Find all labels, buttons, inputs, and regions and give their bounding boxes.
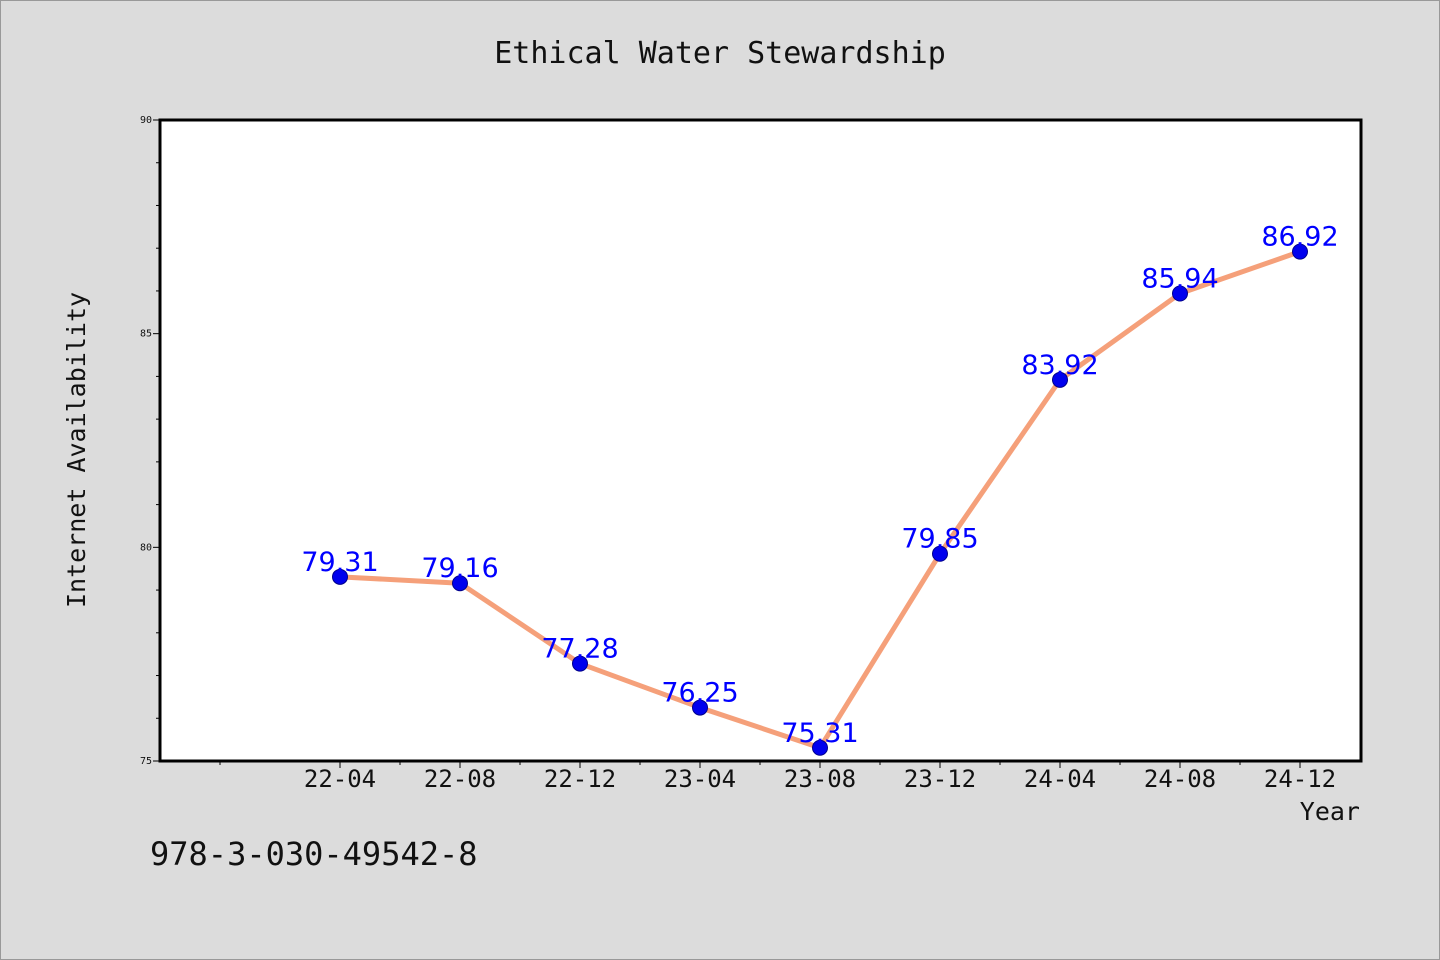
x-tick-label: 23-12 (904, 765, 976, 793)
data-point-marker (332, 568, 348, 585)
x-tick-label: 24-08 (1144, 765, 1216, 793)
x-axis-label: Year (1300, 797, 1360, 826)
data-point-marker (932, 545, 948, 562)
data-point-marker (1172, 285, 1188, 302)
data-point-marker (692, 699, 708, 716)
data-point-marker (812, 739, 828, 756)
x-axis: 22-04 22-08 22-12 23-04 23-08 23-12 24-04 24-08… (219, 761, 1336, 793)
x-tick-label: 22-12 (544, 765, 616, 793)
data-point-label: 75.31 (781, 718, 858, 749)
data-point-marker (1292, 243, 1308, 260)
plot-area (158, 118, 1363, 763)
series-line-group: 79.31 79.16 77.28 76.25 75.31 79.85 83.92 85.94… (301, 222, 1339, 756)
data-point-label: 83.92 (1021, 350, 1098, 381)
y-axis-label: Internet Availability (62, 292, 91, 608)
x-tick-label: 24-12 (1264, 765, 1336, 793)
data-point-label: 77.28 (541, 634, 618, 665)
x-tick-label: 22-08 (424, 765, 496, 793)
y-tick-label: 80 (140, 542, 152, 553)
data-point-label: 76.25 (661, 678, 738, 709)
data-point-label: 79.85 (901, 524, 978, 555)
data-point-label: 85.94 (1141, 263, 1218, 294)
x-tick-label: 22-04 (304, 765, 376, 793)
data-point-label: 79.31 (301, 547, 378, 578)
data-point-label: 79.16 (421, 553, 498, 584)
data-point-marker (572, 655, 588, 672)
data-point-marker (1052, 371, 1068, 388)
x-tick-label: 24-04 (1024, 765, 1096, 793)
chart-title: Ethical Water Stewardship (494, 36, 946, 71)
y-tick-label: 90 (140, 115, 152, 126)
data-point-marker (452, 575, 468, 592)
x-tick-label: 23-04 (664, 765, 736, 793)
y-axis: 75 80 85 90 (140, 115, 160, 767)
x-tick-label: 23-08 (784, 765, 856, 793)
y-tick-label: 75 (140, 756, 152, 767)
data-point-label: 86.92 (1261, 222, 1338, 253)
y-tick-label: 85 (140, 329, 152, 340)
isbn-footer-text: 978-3-030-49542-8 (150, 835, 478, 873)
